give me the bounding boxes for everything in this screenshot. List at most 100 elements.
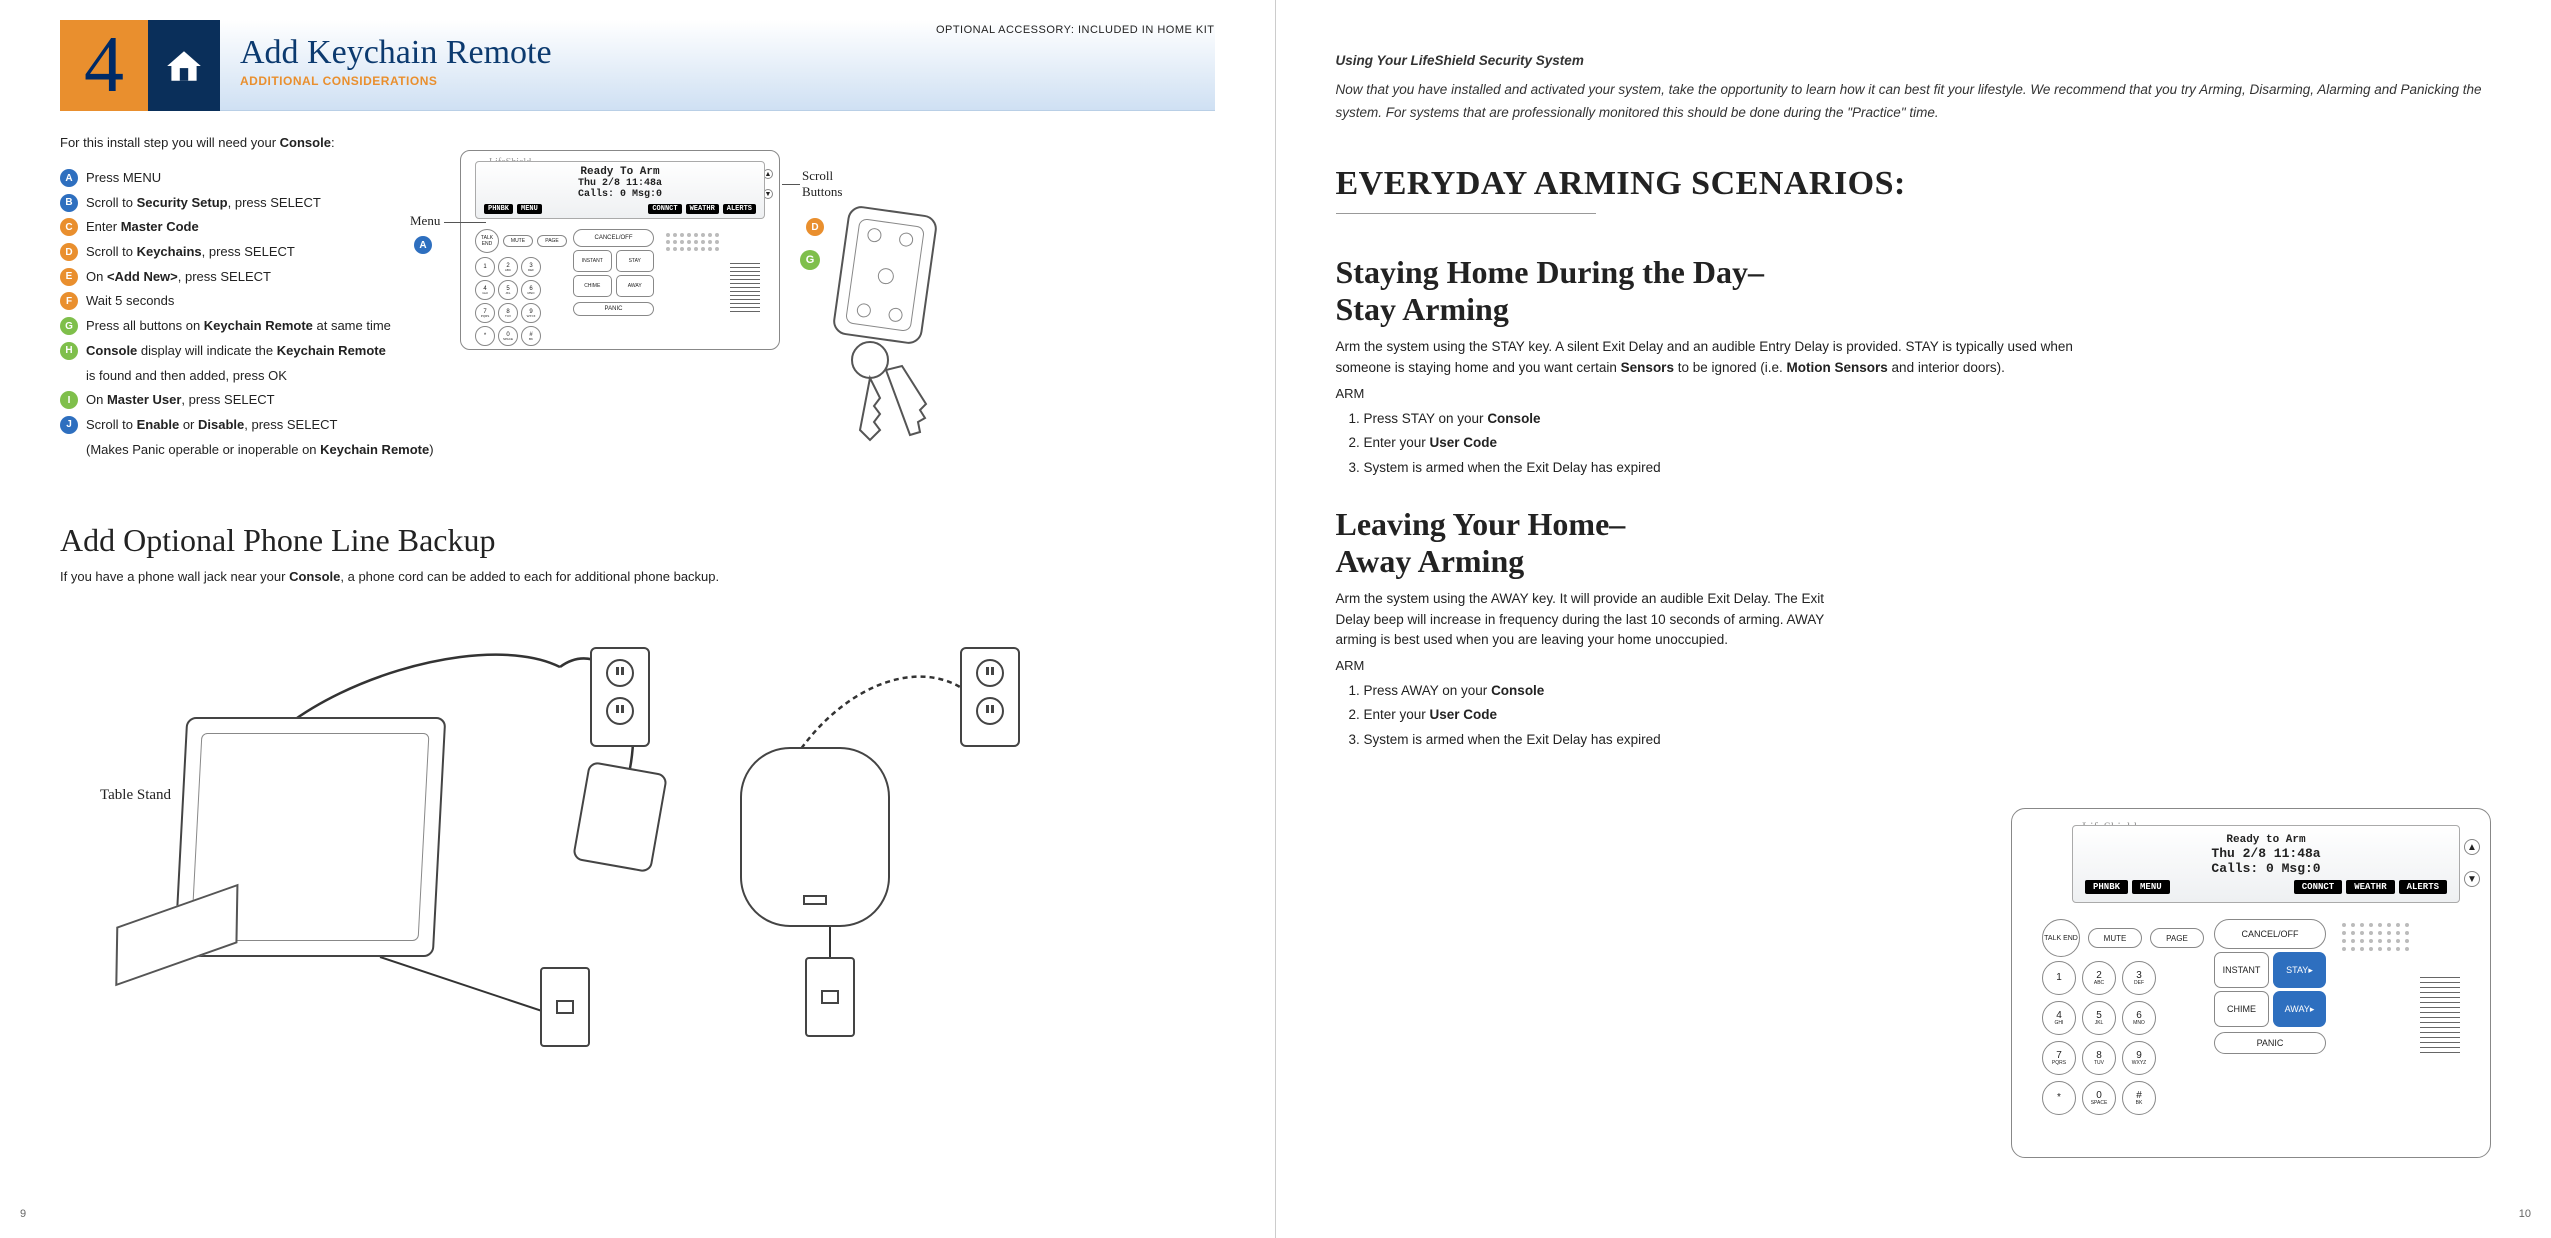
arm-label: ARM — [1336, 658, 2492, 673]
lcd-line2: Thu 2/8 11:48a — [2085, 846, 2447, 861]
stay-paragraph: Arm the system using the STAY key. A sil… — [1336, 337, 2116, 378]
keypad-key-8: 8TUV — [498, 303, 518, 323]
italic-title: Using Your LifeShield Security System — [1336, 53, 1584, 68]
led-column — [2342, 919, 2410, 1115]
panic-button: PANIC — [2214, 1032, 2326, 1054]
menu-callout-label: Menu — [410, 213, 440, 228]
keypad-key-4: 4GHI — [2042, 1001, 2076, 1035]
italic-heading: Using Your LifeShield Security System — [1336, 50, 2492, 73]
italic-body: Now that you have installed and activate… — [1336, 79, 2492, 125]
talk-end-button: TALK END — [2042, 919, 2080, 957]
list-item: Enter your User Code — [1364, 703, 2492, 727]
intro-post: : — [331, 135, 335, 150]
list-item: Enter your User Code — [1364, 431, 2492, 455]
base-port-icon — [803, 895, 827, 905]
step-text: Enter Master Code — [86, 219, 199, 234]
softkey-menu: MENU — [2132, 880, 2170, 894]
step-text: Press all buttons on Keychain Remote at … — [86, 318, 391, 333]
softkey-alerts: ALERTS — [723, 204, 756, 214]
page-number: 9 — [20, 1208, 26, 1220]
menu-callout: Menu — [410, 213, 440, 229]
header-band: 4 OPTIONAL ACCESSORY: INCLUDED IN HOME K… — [60, 20, 1215, 111]
keypad-key-1: 1 — [2042, 961, 2076, 995]
softkeys-row: PHNBKMENUCONNCTWEATHRALERTS — [2085, 880, 2447, 894]
keychain-button-icon — [867, 227, 883, 243]
away-heading: Leaving Your Home– Away Arming — [1336, 506, 2492, 580]
step-text: Scroll to Security Setup, press SELECT — [86, 195, 321, 210]
console-diagram-small: LifeShield ▲ ▼ Ready To Arm Thu 2/8 11:4… — [460, 150, 780, 350]
keypad-key-5: 5JKL — [2082, 1001, 2116, 1035]
speaker — [725, 229, 765, 346]
mute-button: MUTE — [2088, 928, 2142, 948]
lcd-line2: Thu 2/8 11:48a — [484, 178, 756, 189]
keypad-key-3: 3DEF — [521, 257, 541, 277]
step-letter-badge: F — [60, 292, 78, 310]
console-lcd: Ready To Arm Thu 2/8 11:48a Calls: 0 Msg… — [475, 161, 765, 219]
step-text: Scroll to Enable or Disable, press SELEC… — [86, 417, 337, 432]
header-title-wrap: OPTIONAL ACCESSORY: INCLUDED IN HOME KIT… — [220, 20, 1215, 111]
console-diagram-large: LifeShield ▲ ▼ Ready to Arm Thu 2/8 11:4… — [2011, 808, 2491, 1158]
page-10: Using Your LifeShield Security System No… — [1276, 0, 2551, 1238]
panic-button: PANIC — [573, 302, 654, 316]
intro-text: For this install step you will need your… — [60, 135, 1215, 150]
step-letter-badge: E — [60, 268, 78, 286]
stay-heading: Staying Home During the Day– Stay Arming — [1336, 254, 2492, 328]
keychain-center-button-icon — [877, 267, 895, 285]
cancel-off-button: CANCEL/OFF — [2214, 919, 2326, 949]
phone-backup-heading: Add Optional Phone Line Backup — [60, 522, 1215, 559]
softkey-phnbk: PHNBK — [2085, 880, 2128, 894]
keychain-letter-badge: G — [800, 250, 820, 270]
wall-outlet — [960, 647, 1020, 747]
keypad-key-*: * — [475, 326, 495, 346]
action-column: CANCEL/OFF INSTANT STAY ▸ CHIME AWAY ▸ P… — [2214, 919, 2326, 1115]
keypad-key-8: 8TUV — [2082, 1041, 2116, 1075]
header-title: Add Keychain Remote — [240, 34, 1195, 72]
softkey-menu: MENU — [517, 204, 542, 214]
keychain-illustration: G — [800, 210, 970, 430]
stay-h2-line1: Staying Home During the Day– — [1336, 254, 1764, 290]
lcd-line3: Calls: 0 Msg:0 — [2085, 861, 2447, 876]
outlet-plug-icon — [976, 697, 1004, 725]
keypad-key-6: 6MNO — [521, 280, 541, 300]
instant-button: INSTANT — [573, 250, 612, 272]
keypad-key-3: 3DEF — [2122, 961, 2156, 995]
softkey-phnbk: PHNBK — [484, 204, 513, 214]
optional-accessory-label: OPTIONAL ACCESSORY: INCLUDED IN HOME KIT — [936, 24, 1215, 36]
list-item: System is armed when the Exit Delay has … — [1364, 456, 2492, 480]
chime-button: CHIME — [573, 275, 612, 297]
console-body: TALK END MUTE PAGE 12ABC3DEF4GHI5JKL6MNO… — [2012, 911, 2490, 1131]
stay-button: STAY — [616, 250, 655, 272]
base-device — [740, 747, 890, 927]
intro-bold: Console — [280, 135, 331, 150]
softkey-alerts: ALERTS — [2399, 880, 2447, 894]
speaker-grille-icon — [2420, 977, 2460, 1057]
keypad-column: TALK END MUTE PAGE 12ABC3DEF4GHI5JKL6MNO… — [2042, 919, 2204, 1115]
page-9: 4 OPTIONAL ACCESSORY: INCLUDED IN HOME K… — [0, 0, 1276, 1238]
step-text: Console display will indicate the Keycha… — [86, 343, 386, 358]
number-grid: 12ABC3DEF4GHI5JKL6MNO7PQRS8TUV9WXYZ*0SPA… — [2042, 961, 2204, 1115]
scroll-arrows: ▲ ▼ — [2464, 839, 2480, 887]
page-button: PAGE — [2150, 928, 2204, 948]
step-continuation: (Makes Panic operable or inoperable on K… — [60, 438, 1215, 463]
action-column: CANCEL/OFF INSTANT STAY CHIME AWAY PANIC — [573, 229, 654, 346]
step-letter-badge: D — [60, 243, 78, 261]
softkeys-row: PHNBKMENUCONNCTWEATHRALERTS — [484, 204, 756, 214]
chime-button: CHIME — [2214, 991, 2269, 1027]
home-icon-box — [148, 20, 220, 111]
two-page-spread: 4 OPTIONAL ACCESSORY: INCLUDED IN HOME K… — [0, 0, 2551, 1238]
keypad-key-9: 9WXYZ — [2122, 1041, 2156, 1075]
step-text: Scroll to Keychains, press SELECT — [86, 244, 295, 259]
led-dots — [2342, 923, 2410, 951]
power-adapter — [572, 761, 668, 873]
step-continuation: is found and then added, press OK — [60, 364, 1215, 389]
console-lcd: Ready to Arm Thu 2/8 11:48a Calls: 0 Msg… — [2072, 825, 2460, 903]
away-button: AWAY ▸ — [2273, 991, 2326, 1027]
keypad-key-5: 5JKL — [498, 280, 518, 300]
scroll-callout: Scroll Buttons — [802, 168, 842, 200]
keychain-remote — [831, 204, 938, 345]
softkey-weathr: WEATHR — [686, 204, 719, 214]
stay-steps-list: Press STAY on your ConsoleEnter your Use… — [1336, 407, 2492, 480]
keypad-key-7: 7PQRS — [475, 303, 495, 323]
table-stand-label: Table Stand — [100, 787, 171, 804]
mute-button: MUTE — [503, 235, 533, 247]
